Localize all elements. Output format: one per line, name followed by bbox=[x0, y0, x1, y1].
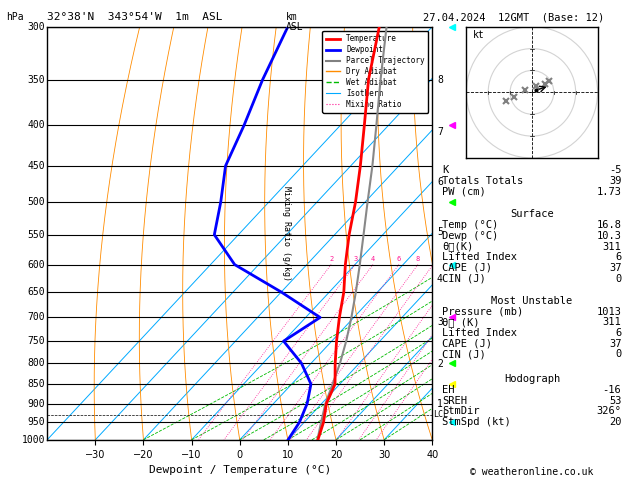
Text: 3: 3 bbox=[353, 257, 357, 262]
Text: Surface: Surface bbox=[510, 209, 554, 220]
Text: 350: 350 bbox=[28, 75, 45, 85]
Text: 550: 550 bbox=[28, 230, 45, 240]
Text: 300: 300 bbox=[28, 22, 45, 32]
Text: 6: 6 bbox=[397, 257, 401, 262]
Text: StmSpd (kt): StmSpd (kt) bbox=[442, 417, 511, 427]
Text: 311: 311 bbox=[603, 317, 621, 328]
Text: Lifted Index: Lifted Index bbox=[442, 252, 518, 262]
Text: 2: 2 bbox=[329, 257, 333, 262]
Text: 1000: 1000 bbox=[22, 435, 45, 445]
Text: -16: -16 bbox=[603, 385, 621, 395]
Text: Lifted Index: Lifted Index bbox=[442, 328, 518, 338]
Text: 32°38'N  343°54'W  1m  ASL: 32°38'N 343°54'W 1m ASL bbox=[47, 12, 223, 22]
Text: 650: 650 bbox=[28, 287, 45, 297]
Text: Pressure (mb): Pressure (mb) bbox=[442, 307, 524, 317]
Text: hPa: hPa bbox=[6, 12, 24, 22]
Text: 0: 0 bbox=[615, 274, 621, 284]
Text: 400: 400 bbox=[28, 121, 45, 130]
Text: 6: 6 bbox=[615, 328, 621, 338]
Text: 1013: 1013 bbox=[596, 307, 621, 317]
Text: 750: 750 bbox=[28, 336, 45, 346]
Text: Totals Totals: Totals Totals bbox=[442, 176, 524, 186]
Text: 8: 8 bbox=[437, 75, 443, 85]
Text: 10.3: 10.3 bbox=[596, 231, 621, 241]
Text: 850: 850 bbox=[28, 379, 45, 389]
Text: 311: 311 bbox=[603, 242, 621, 252]
Text: 1.73: 1.73 bbox=[596, 187, 621, 197]
Text: 950: 950 bbox=[28, 417, 45, 427]
Text: km: km bbox=[286, 12, 298, 22]
Text: 0: 0 bbox=[615, 349, 621, 360]
Text: 8: 8 bbox=[416, 257, 420, 262]
Text: Temp (°C): Temp (°C) bbox=[442, 220, 499, 230]
Text: kt: kt bbox=[473, 30, 484, 40]
Text: 3: 3 bbox=[437, 317, 443, 327]
Text: 1: 1 bbox=[437, 399, 443, 409]
Text: Mixing Ratio (g/kg): Mixing Ratio (g/kg) bbox=[282, 186, 291, 281]
Text: 7: 7 bbox=[437, 127, 443, 137]
Text: -5: -5 bbox=[609, 165, 621, 175]
Text: θᴇ (K): θᴇ (K) bbox=[442, 317, 480, 328]
Text: 450: 450 bbox=[28, 161, 45, 171]
Text: 16.8: 16.8 bbox=[596, 220, 621, 230]
Text: 20: 20 bbox=[609, 417, 621, 427]
Text: 27.04.2024  12GMT  (Base: 12): 27.04.2024 12GMT (Base: 12) bbox=[423, 12, 604, 22]
Text: 5: 5 bbox=[437, 226, 443, 237]
Text: 4: 4 bbox=[437, 274, 443, 283]
Text: PW (cm): PW (cm) bbox=[442, 187, 486, 197]
Text: EH: EH bbox=[442, 385, 455, 395]
Text: ASL: ASL bbox=[286, 22, 304, 32]
Text: CAPE (J): CAPE (J) bbox=[442, 339, 493, 349]
Text: LCL: LCL bbox=[433, 411, 448, 419]
Text: 326°: 326° bbox=[596, 406, 621, 417]
Text: K: K bbox=[442, 165, 448, 175]
X-axis label: Dewpoint / Temperature (°C): Dewpoint / Temperature (°C) bbox=[148, 465, 331, 475]
Text: Hodograph: Hodograph bbox=[504, 374, 560, 384]
Text: CIN (J): CIN (J) bbox=[442, 274, 486, 284]
Text: 53: 53 bbox=[609, 396, 621, 406]
Text: 37: 37 bbox=[609, 339, 621, 349]
Text: 600: 600 bbox=[28, 260, 45, 270]
Text: © weatheronline.co.uk: © weatheronline.co.uk bbox=[470, 467, 594, 477]
Legend: Temperature, Dewpoint, Parcel Trajectory, Dry Adiabat, Wet Adiabat, Isotherm, Mi: Temperature, Dewpoint, Parcel Trajectory… bbox=[322, 31, 428, 113]
Text: 500: 500 bbox=[28, 197, 45, 207]
Text: CIN (J): CIN (J) bbox=[442, 349, 486, 360]
Text: 4: 4 bbox=[371, 257, 375, 262]
Text: 6: 6 bbox=[615, 252, 621, 262]
Text: 39: 39 bbox=[609, 176, 621, 186]
Text: 900: 900 bbox=[28, 399, 45, 409]
Text: CAPE (J): CAPE (J) bbox=[442, 263, 493, 273]
Text: θᴇ(K): θᴇ(K) bbox=[442, 242, 474, 252]
Text: Most Unstable: Most Unstable bbox=[491, 296, 572, 306]
Text: 2: 2 bbox=[437, 359, 443, 369]
Text: 6: 6 bbox=[437, 177, 443, 187]
Text: StmDir: StmDir bbox=[442, 406, 480, 417]
Text: 800: 800 bbox=[28, 358, 45, 368]
Text: 37: 37 bbox=[609, 263, 621, 273]
Text: SREH: SREH bbox=[442, 396, 467, 406]
Text: 700: 700 bbox=[28, 312, 45, 322]
Text: Dewp (°C): Dewp (°C) bbox=[442, 231, 499, 241]
